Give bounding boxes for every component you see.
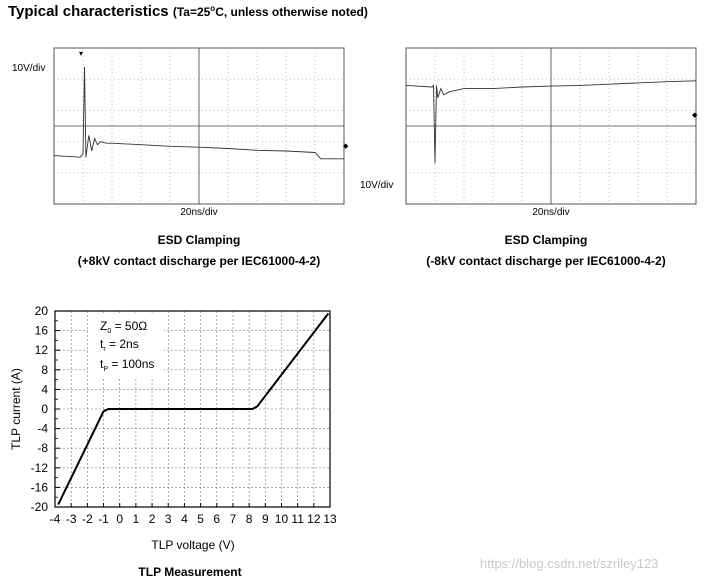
x-tick-label: 0 — [116, 512, 123, 526]
y-tick-label: 4 — [41, 382, 48, 396]
x-scale-label: 20ns/div — [180, 207, 217, 218]
x-tick-labels: -4 -3 -2 -1 0 1 2 3 4 5 6 7 8 9 10 11 12 13 — [50, 512, 337, 526]
tlp-chart: -4 -3 -2 -1 0 1 2 3 4 5 6 7 8 9 10 11 12 13 201612840-4-8… — [9, 304, 337, 552]
x-tick-label: -2 — [82, 512, 93, 526]
y-tick-label: 16 — [35, 324, 49, 338]
chart-title-esd-positive: ESD Clamping — [157, 233, 241, 247]
y-tick-label: 0 — [41, 402, 48, 416]
x-tick-label: 13 — [323, 512, 337, 526]
x-tick-label: -3 — [66, 512, 77, 526]
scope-plot-positive: ▾ ◆ 10V/div 20ns/div — [12, 47, 349, 218]
y-scale-label: 10V/div — [12, 63, 45, 74]
y-tick-label: -16 — [31, 480, 49, 494]
chart-title-tlp: TLP Measurement — [138, 565, 242, 579]
x-tick-label: -1 — [98, 512, 109, 526]
y-tick-label: -4 — [37, 422, 48, 436]
scope-trace — [53, 66, 344, 160]
x-tick-label: 10 — [275, 512, 289, 526]
x-tick-label: 12 — [307, 512, 321, 526]
annotation-box — [88, 314, 164, 378]
x-tick-label: 9 — [262, 512, 269, 526]
y-scale-label: 10V/div — [360, 180, 393, 191]
y-tick-labels: 20 16 12 8 4 0 -4 -8 -12 -16 -20 — [31, 304, 49, 514]
x-tick-label: 8 — [246, 512, 253, 526]
x-tick-label: 4 — [181, 512, 188, 526]
tlp-plot-frame — [54, 310, 331, 508]
trigger-marker: ▾ — [79, 49, 83, 58]
watermark-text: https://blog.csdn.net/szriley123 — [480, 556, 659, 571]
tlp-curve — [57, 312, 330, 506]
x-tick-label: 6 — [213, 512, 220, 526]
chart-subtitle-esd-negative: (-8kV contact discharge per IEC61000-4-2… — [426, 254, 666, 268]
page-heading: Typical characteristics (Ta=25oC, unless… — [8, 3, 368, 20]
x-scale-label: 20ns/div — [532, 207, 569, 218]
x-tick-label: 11 — [291, 512, 304, 526]
x-tick-label: 3 — [165, 512, 172, 526]
heading-condition: (Ta=25oC, unless otherwise noted) — [172, 4, 368, 19]
annotation-z0: Z0 = 50Ω — [100, 319, 147, 335]
level-marker: ◆ — [343, 143, 349, 150]
scope-plot-negative: ◆ 10V/div 20ns/div — [360, 47, 698, 218]
x-tick-label: 1 — [133, 512, 140, 526]
level-marker: ◆ — [692, 112, 698, 119]
x-axis-label: TLP voltage (V) — [151, 538, 234, 552]
x-tick-label: 7 — [230, 512, 237, 526]
annotation-tp: tP = 100ns — [100, 357, 154, 373]
tlp-ticks — [54, 310, 331, 508]
y-tick-label: -20 — [31, 500, 49, 514]
annotation-tr: tr = 2ns — [100, 337, 139, 353]
x-tick-label: -4 — [50, 512, 61, 526]
y-axis-label: TLP current (A) — [9, 368, 23, 450]
chart-title-esd-negative: ESD Clamping — [504, 233, 588, 247]
y-tick-label: -8 — [37, 441, 48, 455]
y-tick-label: 12 — [35, 343, 49, 357]
y-tick-label: -12 — [31, 461, 49, 475]
scope-trace — [405, 80, 697, 164]
heading-title: Typical characteristics — [8, 3, 169, 20]
x-tick-label: 2 — [149, 512, 156, 526]
y-tick-label: 20 — [35, 304, 49, 318]
chart-subtitle-esd-positive: (+8kV contact discharge per IEC61000-4-2… — [77, 254, 321, 268]
x-tick-label: 5 — [197, 512, 204, 526]
y-tick-label: 8 — [41, 363, 48, 377]
